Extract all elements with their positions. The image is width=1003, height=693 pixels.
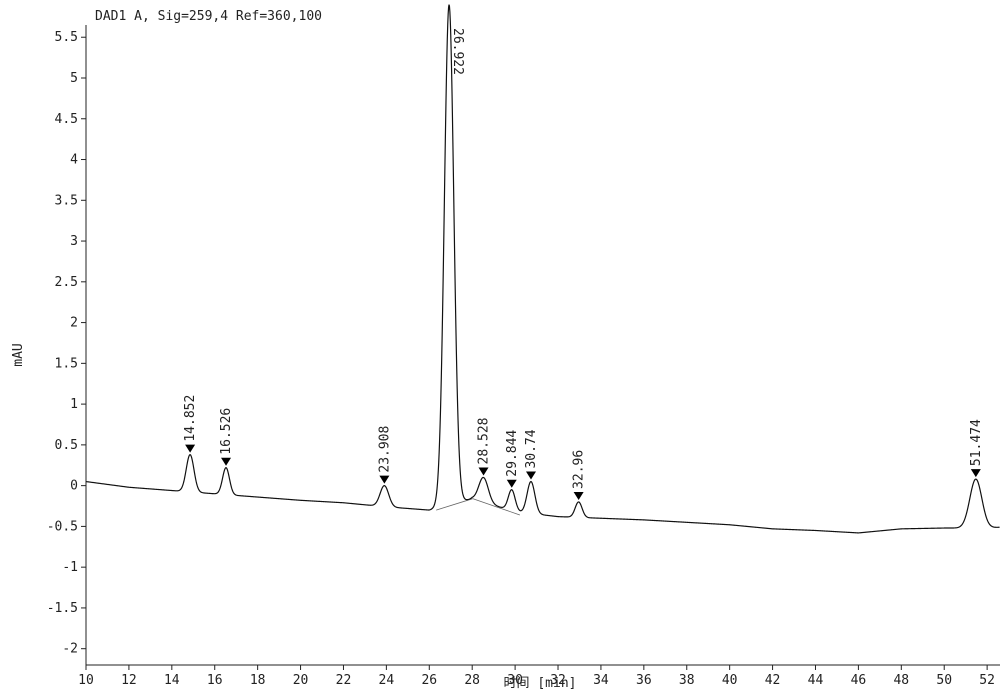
y-tick-label: -0.5 — [47, 519, 78, 534]
y-tick-label: -1.5 — [47, 601, 78, 616]
y-tick-label: 2 — [70, 316, 78, 331]
x-tick-label: 26 — [421, 673, 437, 688]
peak-marker — [185, 444, 196, 453]
x-axis-title: 时间 [min] — [504, 676, 577, 691]
y-tick-label: 2.5 — [55, 275, 78, 290]
x-tick-label: 52 — [979, 673, 995, 688]
ticks: 5.5 5 4.5 4 3.5 3 2.5 2 1.5 1 0.5 0 -0.5 -1 -1.5 -2 10 12… — [47, 30, 995, 688]
y-tick-label: 5.5 — [55, 30, 78, 45]
peak-label: 32.96 — [572, 450, 587, 489]
x-tick-label: 46 — [851, 673, 867, 688]
peak-label: 16.526 — [219, 408, 234, 455]
x-tick-label: 34 — [593, 673, 609, 688]
peak-label: 29.844 — [505, 430, 520, 477]
peak-markers: 14.852 16.526 23.908 26.922 28.528 29.844 30.7… — [183, 28, 984, 500]
peak-marker — [970, 469, 981, 478]
x-tick-label: 30 — [507, 673, 523, 688]
chart-title: DAD1 A, Sig=259,4 Ref=360,100 — [95, 9, 322, 24]
peak-label: 26.922 — [450, 28, 465, 75]
x-tick-label: 24 — [379, 673, 395, 688]
x-tick-label: 38 — [679, 673, 695, 688]
x-tick-label: 16 — [207, 673, 223, 688]
x-tick-label: 48 — [893, 673, 909, 688]
x-tick-label: 12 — [121, 673, 137, 688]
x-tick-label: 36 — [636, 673, 652, 688]
signal-trace — [86, 4, 1000, 534]
signal-trace-group — [86, 4, 1000, 534]
y-tick-label: 0.5 — [55, 438, 78, 453]
main-peak-baseline-tail — [472, 498, 521, 516]
x-tick-label: 28 — [464, 673, 480, 688]
x-tick-label: 42 — [765, 673, 781, 688]
axes — [85, 25, 1000, 666]
x-tick-label: 50 — [936, 673, 952, 688]
y-tick-label: 1.5 — [55, 356, 78, 371]
x-tick-label: 44 — [808, 673, 824, 688]
x-tick-label: 22 — [336, 673, 352, 688]
x-tick-label: 14 — [164, 673, 180, 688]
x-tick-label: 18 — [250, 673, 266, 688]
peak-label: 14.852 — [183, 395, 198, 442]
peak-baseline-fits — [436, 498, 521, 516]
peak-marker — [379, 475, 390, 484]
main-peak-baseline — [436, 498, 473, 511]
peak-marker — [525, 471, 536, 480]
x-tick-label: 32 — [550, 673, 566, 688]
peak-marker — [221, 457, 232, 466]
peak-marker — [573, 491, 584, 500]
peak-label: 30.74 — [524, 429, 539, 468]
peak-label: 28.528 — [477, 418, 492, 465]
x-tick-label: 40 — [722, 673, 738, 688]
peak-label: 23.908 — [377, 426, 392, 473]
x-tick-label: 10 — [78, 673, 94, 688]
y-tick-label: 3 — [70, 234, 78, 249]
y-tick-label: 4.5 — [55, 112, 78, 127]
y-tick-label: -1 — [62, 560, 78, 575]
y-tick-label: 1 — [70, 397, 78, 412]
y-tick-label: 0 — [70, 479, 78, 494]
y-tick-label: 4 — [70, 153, 78, 168]
y-axis-title: mAU — [11, 343, 26, 366]
peak-marker — [506, 479, 517, 488]
y-tick-label: 5 — [70, 71, 78, 86]
x-tick-label: 20 — [293, 673, 309, 688]
peak-marker — [478, 467, 489, 476]
peak-label: 51.474 — [969, 419, 984, 466]
y-tick-label: -2 — [62, 642, 78, 657]
y-tick-label: 3.5 — [55, 193, 78, 208]
